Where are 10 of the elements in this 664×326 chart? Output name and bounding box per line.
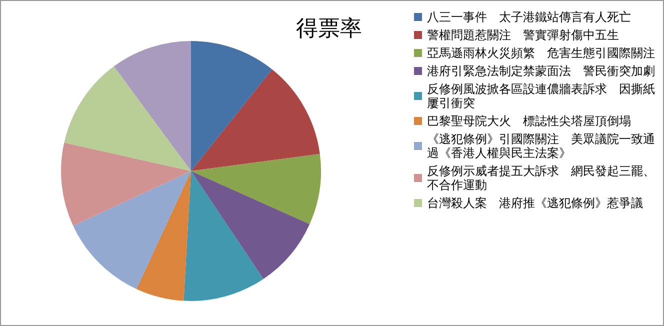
chart-title: 得票率 bbox=[296, 16, 362, 42]
legend-label: 警權問題惹關注 警實彈射傷中五生 bbox=[427, 28, 619, 42]
legend-label: 反修例示威者提五大訴求 網民發起三罷、不合作運動 bbox=[427, 164, 655, 192]
legend-label: 《逃犯條例》引國際關注 美眾議院一致通過《香港人權與民主法案》 bbox=[427, 132, 655, 160]
legend-label: 八三一事件 太子港鐵站傳言有人死亡 bbox=[427, 10, 631, 24]
legend-label: 巴黎聖母院大火 標誌性尖塔屋頂倒塌 bbox=[427, 114, 631, 128]
legend-label: 亞馬遜雨林火災頻繁 危害生態引國際關注 bbox=[427, 46, 655, 60]
legend-label: 反修例風波掀各區設連儂牆表訴求 因撕紙屢引衝突 bbox=[427, 82, 655, 110]
legend-label: 港府引緊急法制定禁蒙面法 警民衝突加劇 bbox=[427, 64, 655, 78]
legend-label: 台灣殺人案 港府推《逃犯條例》惹爭議 bbox=[427, 196, 643, 210]
